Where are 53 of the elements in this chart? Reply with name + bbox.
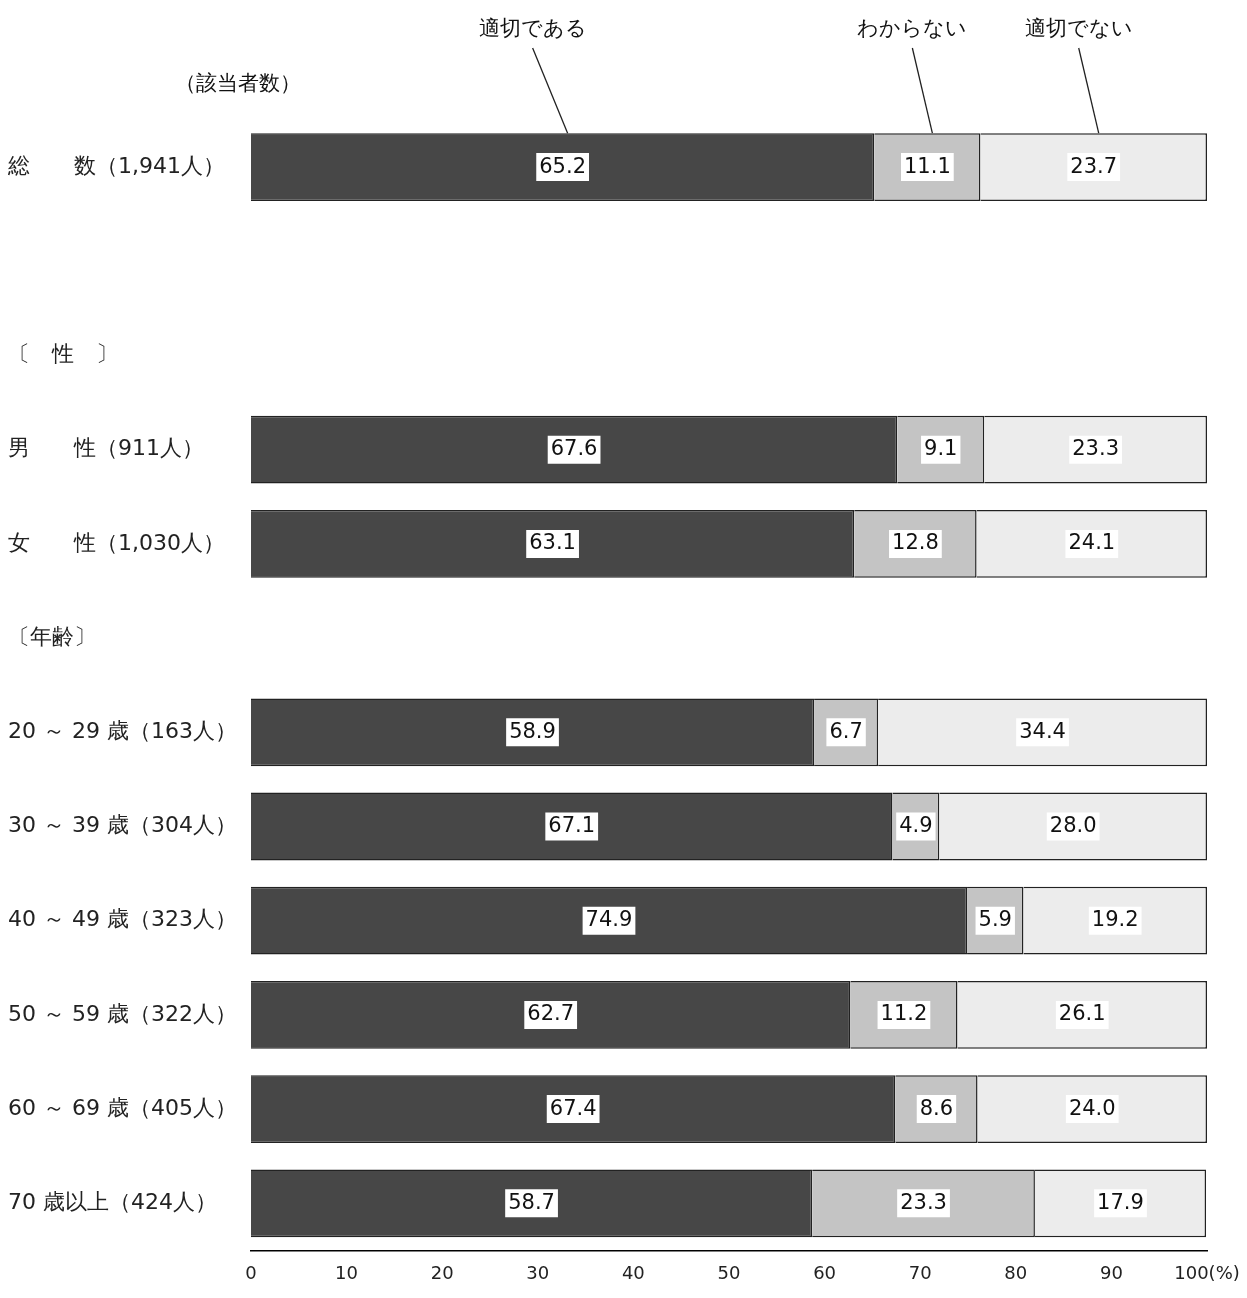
data-label: 9.1 — [924, 436, 958, 461]
x-tick-label: 90 — [1099, 1261, 1123, 1283]
data-label: 58.7 — [508, 1189, 555, 1214]
data-label: 23.7 — [1070, 153, 1118, 178]
data-label: 17.9 — [1097, 1189, 1144, 1214]
data-label: 11.2 — [880, 1001, 928, 1026]
data-label: 34.4 — [1019, 718, 1066, 743]
text: 適切である — [478, 16, 587, 41]
y-tick-label: 女 性（1,030人） — [8, 529, 225, 555]
data-label: 62.7 — [527, 1001, 575, 1026]
data-label: 11.1 — [903, 153, 951, 178]
y-tick-label: 60 ～ 69 歳（405人） — [8, 1094, 237, 1120]
data-label: 65.2 — [539, 153, 587, 178]
data-label: 23.3 — [1072, 436, 1119, 461]
y-tick-label: 40 ～ 49 歳（323人） — [8, 906, 237, 932]
x-tick-label: 50 — [717, 1261, 741, 1283]
data-label: 19.2 — [1091, 907, 1139, 932]
data-label: 28.0 — [1049, 812, 1097, 837]
text: わからない — [857, 16, 968, 41]
data-label: 26.1 — [1058, 1001, 1106, 1026]
data-label: 12.8 — [892, 530, 939, 555]
data-label: 63.1 — [529, 530, 576, 555]
x-tick-label: 100(%) — [1174, 1261, 1240, 1283]
y-tick-label: 50 ～ 59 歳（322人） — [8, 1000, 237, 1026]
x-tick-label: 80 — [1004, 1261, 1028, 1283]
x-tick-label: 20 — [430, 1261, 454, 1283]
x-tick-label: 60 — [813, 1261, 837, 1283]
y-tick-label: 〔 性 〕 — [8, 341, 118, 367]
data-label: 58.9 — [509, 718, 556, 743]
text: 適切でない — [1024, 16, 1133, 41]
data-label: 67.6 — [550, 436, 598, 461]
data-label: 4.9 — [899, 812, 933, 837]
y-tick-label: 30 ～ 39 歳（304人） — [8, 812, 237, 838]
x-tick-label: 70 — [908, 1261, 932, 1283]
y-tick-label: 70 歳以上（424人） — [8, 1189, 217, 1215]
data-label: 5.9 — [978, 907, 1012, 932]
x-tick-label: 40 — [621, 1261, 645, 1283]
x-tick-label: 30 — [526, 1261, 550, 1283]
data-label: 67.1 — [548, 812, 596, 837]
data-label: 67.4 — [549, 1095, 597, 1120]
data-label: 24.0 — [1068, 1095, 1116, 1120]
y-tick-label: 〔年齢〕 — [8, 623, 96, 649]
text: （該当者数） — [175, 71, 301, 96]
data-label: 23.3 — [900, 1189, 947, 1214]
x-tick-label: 10 — [335, 1261, 359, 1283]
data-label: 8.6 — [919, 1095, 954, 1120]
y-tick-label: 総 数（1,941人） — [7, 152, 225, 178]
data-label: 6.7 — [829, 718, 863, 743]
x-tick-label: 0 — [245, 1261, 257, 1283]
data-label: 74.9 — [585, 907, 633, 932]
y-tick-label: 男 性（911人） — [8, 435, 204, 461]
y-tick-label: 20 ～ 29 歳（163人） — [8, 718, 237, 744]
data-label: 24.1 — [1068, 530, 1116, 555]
